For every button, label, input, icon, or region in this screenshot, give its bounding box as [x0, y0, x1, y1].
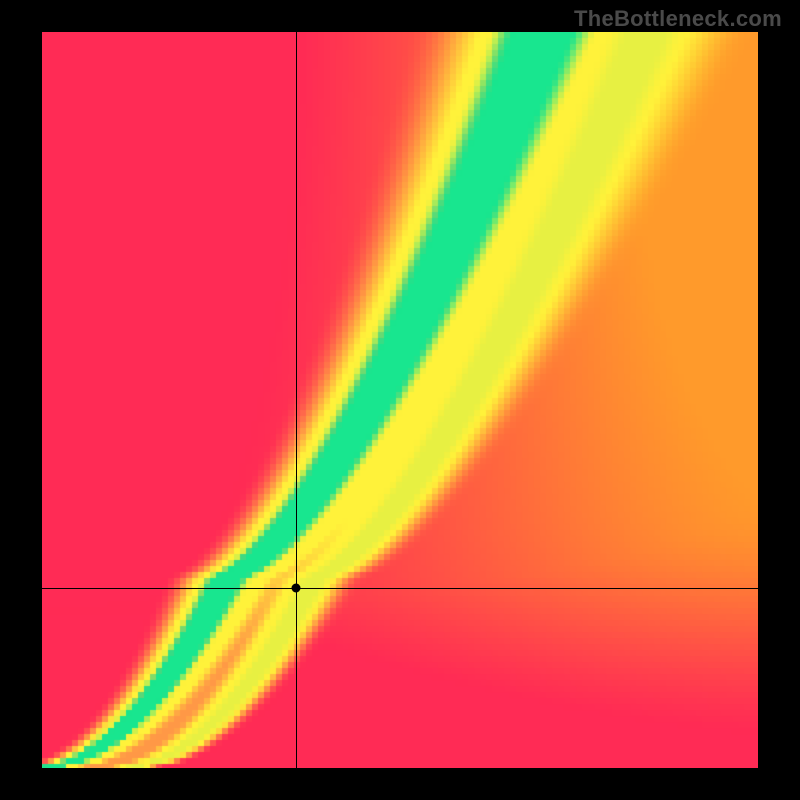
- chart-frame: TheBottleneck.com: [0, 0, 800, 800]
- heatmap-canvas: [42, 32, 758, 768]
- watermark-text: TheBottleneck.com: [574, 6, 782, 32]
- crosshair-horizontal: [42, 588, 758, 589]
- marker-dot: [292, 583, 301, 592]
- plot-area: [42, 32, 758, 768]
- crosshair-vertical: [296, 32, 297, 768]
